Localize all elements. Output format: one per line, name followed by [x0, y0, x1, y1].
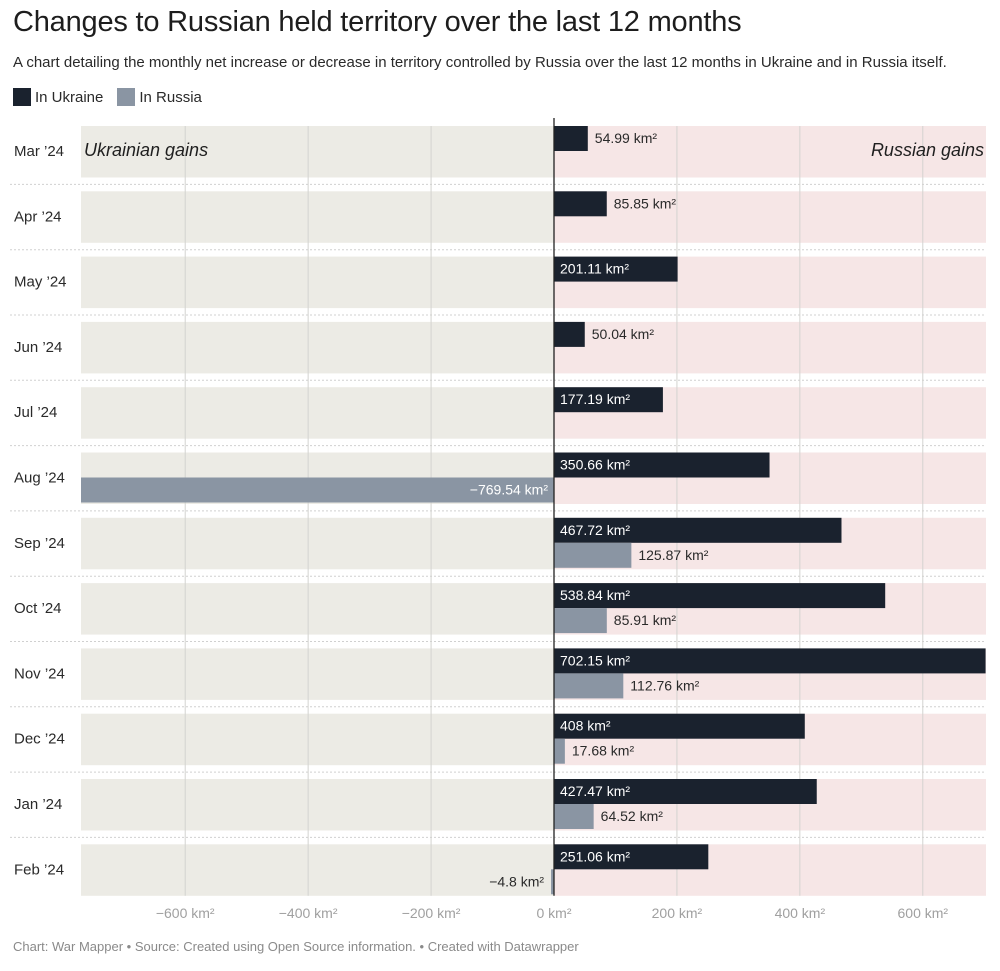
row-bg-left — [81, 844, 554, 896]
legend-item-russia: In Russia — [117, 88, 202, 106]
bar-in-ukraine — [554, 256, 678, 282]
value-label-in-ukraine: 50.04 km² — [592, 326, 655, 342]
region-label-russian-gains: Russian gains — [871, 140, 984, 160]
bar-in-ukraine — [554, 126, 588, 151]
category-label: Apr ’24 — [14, 208, 62, 225]
legend: In Ukraine In Russia — [13, 88, 202, 106]
x-tick-label: 200 km² — [652, 905, 703, 921]
bar-in-ukraine — [554, 321, 585, 347]
row-bg-right — [554, 126, 986, 178]
row-bg-left — [81, 191, 554, 243]
value-label-in-ukraine: 427.47 km² — [560, 783, 630, 799]
bar-in-russia — [554, 608, 607, 634]
value-label-in-ukraine: 85.85 km² — [614, 195, 677, 211]
value-label-in-russia: 17.68 km² — [572, 743, 635, 759]
row-bg-left — [81, 779, 554, 831]
value-label-in-ukraine: 177.19 km² — [560, 391, 630, 407]
value-label-in-ukraine: 467.72 km² — [560, 522, 630, 538]
x-tick-label: 0 km² — [537, 905, 572, 921]
category-label: Jun ’24 — [14, 339, 62, 356]
category-label: Mar ’24 — [14, 143, 64, 160]
x-tick-label: −200 km² — [402, 905, 461, 921]
row-bg-right — [554, 191, 986, 243]
x-tick-label: 400 km² — [775, 905, 826, 921]
x-tick-label: −600 km² — [156, 905, 215, 921]
row-bg-left — [81, 256, 554, 309]
chart-footer: Chart: War Mapper • Source: Created usin… — [13, 939, 579, 954]
category-label: Sep ’24 — [14, 535, 65, 552]
value-label-in-ukraine: 251.06 km² — [560, 848, 630, 864]
bar-in-ukraine — [554, 452, 770, 478]
bar-in-ukraine — [554, 779, 817, 804]
value-label-in-russia: 85.91 km² — [614, 612, 677, 628]
x-tick-label: −400 km² — [279, 905, 338, 921]
bar-in-russia — [554, 738, 565, 764]
row-bg-left — [81, 713, 554, 766]
value-label-in-ukraine: 702.15 km² — [560, 652, 630, 668]
category-label: Jan ’24 — [14, 796, 62, 813]
region-label-ukrainian-gains: Ukrainian gains — [84, 140, 208, 160]
bar-in-russia — [554, 804, 594, 829]
bar-in-ukraine — [554, 517, 842, 543]
category-label: May ’24 — [14, 274, 67, 291]
row-bg-left — [81, 126, 554, 178]
category-label: Nov ’24 — [14, 665, 65, 682]
value-label-in-ukraine: 201.11 km² — [560, 261, 629, 277]
chart-subtitle: A chart detailing the monthly net increa… — [13, 54, 947, 71]
value-label-in-ukraine: 350.66 km² — [560, 457, 630, 473]
value-label-in-ukraine: 538.84 km² — [560, 587, 630, 603]
x-tick-label: 600 km² — [898, 905, 949, 921]
category-label: Jul ’24 — [14, 404, 57, 421]
bar-in-ukraine — [554, 713, 805, 739]
bar-in-russia — [554, 542, 632, 568]
bar-in-russia — [554, 673, 624, 699]
row-bg-left — [81, 387, 554, 439]
row-bg-left — [81, 321, 554, 374]
bar-in-russia — [551, 869, 554, 895]
legend-swatch-russia — [117, 88, 136, 106]
value-label-in-russia: 112.76 km² — [630, 677, 699, 693]
bar-in-ukraine — [554, 387, 663, 413]
bar-in-ukraine — [554, 648, 986, 674]
legend-label-ukraine: In Ukraine — [35, 88, 104, 106]
value-label-in-russia: −4.8 km² — [489, 873, 544, 889]
legend-item-ukraine: In Ukraine — [13, 88, 103, 106]
row-bg-left — [81, 517, 554, 570]
bar-in-russia — [81, 477, 554, 503]
bar-in-ukraine — [554, 191, 607, 217]
bar-in-ukraine — [554, 844, 709, 870]
category-label: Aug ’24 — [14, 470, 65, 487]
legend-swatch-ukraine — [13, 88, 31, 106]
category-label: Oct ’24 — [14, 600, 62, 617]
category-label: Dec ’24 — [14, 731, 65, 748]
legend-label-russia: In Russia — [139, 88, 202, 106]
bar-in-ukraine — [554, 583, 886, 609]
chart-title: Changes to Russian held territory over t… — [13, 6, 742, 38]
value-label-in-ukraine: 54.99 km² — [595, 130, 658, 146]
bar-chart: −600 km² −400 km² −200 km² 0 km² 200 km² 400 … — [10, 118, 986, 921]
value-label-in-russia: 64.52 km² — [601, 808, 664, 824]
row-bg-left — [81, 583, 554, 635]
category-label: Feb ’24 — [14, 861, 64, 878]
value-label-in-russia: −769.54 km² — [470, 482, 549, 498]
row-bg-left — [81, 648, 554, 700]
row-bg-right — [554, 321, 986, 374]
value-label-in-russia: 125.87 km² — [638, 547, 708, 563]
value-label-in-ukraine: 408 km² — [560, 718, 611, 734]
